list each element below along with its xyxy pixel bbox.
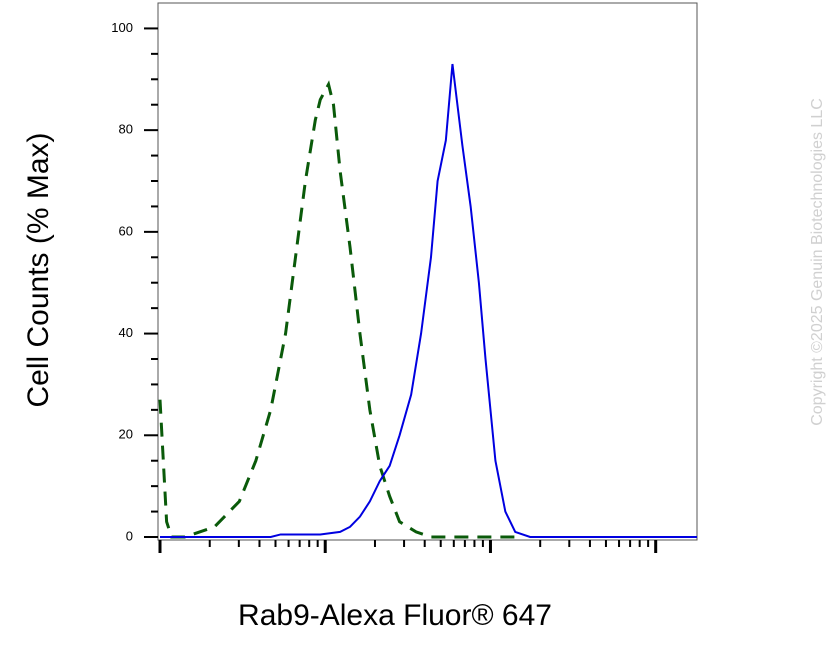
y-axis-label: Cell Counts (% Max) [22, 132, 55, 407]
y-tick-label: 80 [119, 122, 133, 137]
y-tick-label: 0 [126, 528, 133, 543]
y-tick-label: 40 [119, 325, 133, 340]
plot-frame [157, 2, 698, 541]
x-axis-label: Rab9-Alexa Fluor® 647 [238, 599, 552, 632]
watermark: Copyright ©2025 Genuin Biotechnologies L… [809, 98, 826, 426]
series-line [158, 80, 521, 539]
y-tick-label: 100 [111, 20, 133, 35]
series-line [160, 63, 697, 538]
y-tick-label: 60 [119, 223, 133, 238]
y-tick-label: 20 [119, 427, 133, 442]
